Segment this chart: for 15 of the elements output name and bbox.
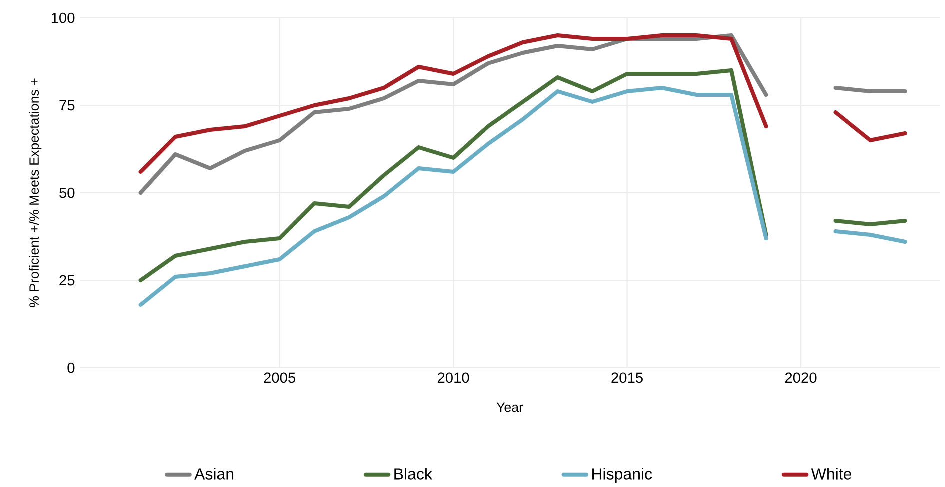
- y-tick-label: 100: [52, 12, 75, 24]
- y-tick-label: 0: [68, 362, 75, 374]
- legend-label: Black: [394, 468, 432, 480]
- x-axis-title: Year: [496, 402, 524, 412]
- y-tick-label: 75: [60, 100, 75, 111]
- y-tick-label: 50: [60, 188, 75, 198]
- legend-label: White: [811, 468, 852, 480]
- legend-label: Asian: [194, 468, 234, 480]
- legend-label: Hispanic: [592, 468, 652, 484]
- x-tick-label: 2005: [264, 372, 296, 384]
- x-tick-label: 2010: [438, 372, 470, 384]
- x-tick-label: 2015: [612, 372, 643, 384]
- y-axis-title: % Proficient +/% Meets Expectations +: [29, 78, 42, 308]
- x-tick-label: 2020: [785, 372, 817, 384]
- y-tick-label: 25: [60, 275, 75, 286]
